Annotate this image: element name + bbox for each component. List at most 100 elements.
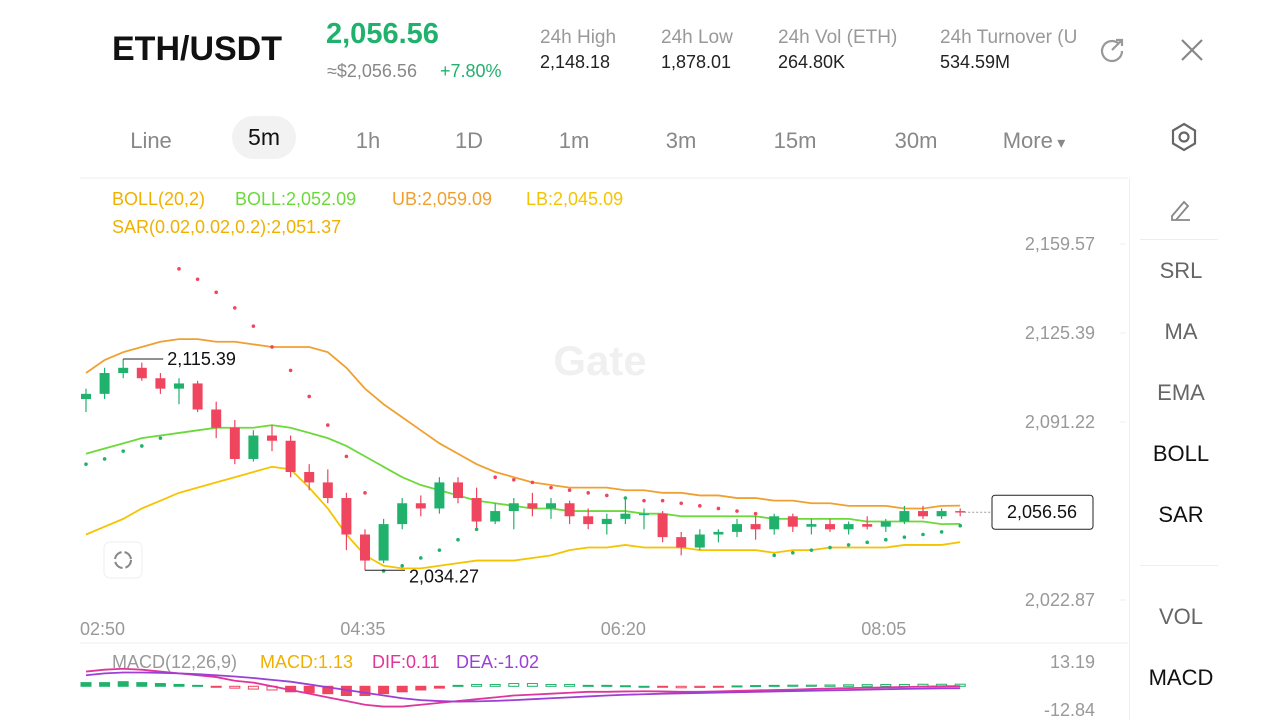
sar-dot [493, 475, 498, 480]
candle-body [415, 503, 426, 509]
sar-dot [828, 545, 832, 550]
sar-dot [939, 530, 944, 534]
y-tick-label: 2,022.87 [1025, 590, 1095, 610]
sar-dot [195, 277, 200, 282]
macd-bar [322, 685, 334, 695]
macd-bar [80, 682, 92, 687]
macd-bar [229, 685, 241, 689]
high-label: 2,115.39 [167, 349, 236, 369]
y-tick-label: 2,091.22 [1025, 412, 1095, 432]
sar-dot [698, 504, 702, 508]
price-usd: ≈$2,056.56 [327, 61, 417, 81]
macd-bar [359, 685, 371, 697]
candle-body [267, 435, 277, 441]
sar-dot [233, 306, 237, 310]
candle-body [936, 511, 947, 517]
candle-body [806, 524, 817, 527]
candle-body [360, 534, 370, 561]
candle-body [620, 513, 631, 519]
tab[interactable]: 1m [558, 128, 590, 153]
sar-dot [177, 267, 181, 271]
macd-bar [173, 683, 185, 687]
macd-bar [154, 683, 166, 687]
macd-bar [303, 685, 315, 694]
stat-label: 24h Vol (ETH) [778, 27, 898, 48]
candle-body [527, 503, 538, 509]
tab[interactable]: 1D [454, 128, 484, 153]
macd-bar [750, 685, 762, 688]
macd-bar [526, 683, 538, 687]
candle-body [192, 383, 203, 410]
sar-dot [381, 569, 386, 573]
candle-body [118, 367, 129, 374]
x-tick-label: 04:35 [340, 619, 385, 639]
macd-bar [601, 684, 613, 687]
candle-body [285, 440, 296, 472]
reset-button[interactable] [103, 541, 143, 579]
close-icon[interactable] [1178, 36, 1206, 64]
tool[interactable]: MA [1164, 319, 1198, 344]
candle-body [601, 518, 612, 525]
tab[interactable]: 30m [894, 128, 938, 153]
toolbar: SRL MA EMA BOLL SAR VOL MACD [1129, 178, 1232, 720]
sar-dot [363, 491, 367, 495]
tab[interactable]: 5m [232, 116, 296, 159]
stat-value: 2,148.18 [540, 52, 611, 72]
sar-dot [419, 556, 423, 560]
legend-item: MACD:1.13 [260, 652, 353, 672]
tool[interactable]: SAR [1158, 502, 1204, 527]
watermark: Gate [553, 337, 646, 384]
candle-body [639, 513, 649, 516]
legend-item: DEA:-1.02 [456, 652, 539, 672]
tab[interactable]: 15m [773, 128, 817, 153]
stat-label: 24h Turnover (U [940, 27, 1078, 48]
y-tick-label: -12.84 [1044, 700, 1095, 720]
candle-body [732, 524, 742, 532]
sar-dot [586, 491, 590, 495]
candle-body [713, 531, 724, 535]
tool[interactable]: BOLL [1152, 441, 1210, 466]
tab[interactable]: 1h [355, 128, 381, 153]
legend-item: DIF:0.11 [372, 652, 440, 672]
sar-dot [679, 501, 683, 506]
tool[interactable]: EMA [1157, 380, 1205, 405]
tab[interactable]: Line [130, 128, 172, 153]
last-price-box [991, 494, 1094, 530]
candle-body [453, 482, 463, 499]
sar-dot [623, 496, 628, 500]
macd-bar [564, 683, 576, 687]
sar-dot [456, 537, 460, 542]
tab[interactable]: 3m [665, 128, 697, 153]
tool[interactable]: MACD [1148, 665, 1214, 690]
draw-icon[interactable] [1168, 196, 1194, 222]
macd-bar [489, 683, 501, 687]
candle-body [136, 367, 147, 379]
x-tick-label: 08:05 [861, 619, 906, 639]
candle-body [880, 521, 891, 527]
candle-body [229, 427, 240, 459]
sar-dot [512, 478, 516, 482]
candle-body [434, 482, 445, 509]
sar-dot [251, 324, 256, 328]
candle-body [918, 511, 928, 517]
y-tick-label: 2,125.39 [1025, 323, 1095, 343]
low-label: 2,034.27 [409, 566, 479, 586]
sar-dot [921, 532, 925, 537]
tool[interactable]: SRL [1159, 258, 1203, 283]
macd-bar [247, 685, 259, 690]
pair: ETH/USDT [112, 30, 282, 68]
macd-bar [675, 685, 687, 689]
tab[interactable]: More ▾ [1002, 128, 1066, 153]
sar-dot [865, 540, 869, 545]
sar-dot [809, 548, 814, 552]
candle-body [843, 524, 854, 530]
share-icon[interactable] [1096, 34, 1128, 66]
tool[interactable]: VOL [1158, 604, 1204, 629]
settings-icon[interactable] [1169, 121, 1199, 153]
legend-item: SAR(0.02,0.02,0.2):2,051.37 [112, 217, 341, 237]
sar-dot [307, 394, 312, 399]
sar-dot [791, 550, 795, 555]
sar-dot [567, 488, 572, 493]
candle-body [546, 503, 556, 509]
macd-bar [805, 684, 817, 687]
